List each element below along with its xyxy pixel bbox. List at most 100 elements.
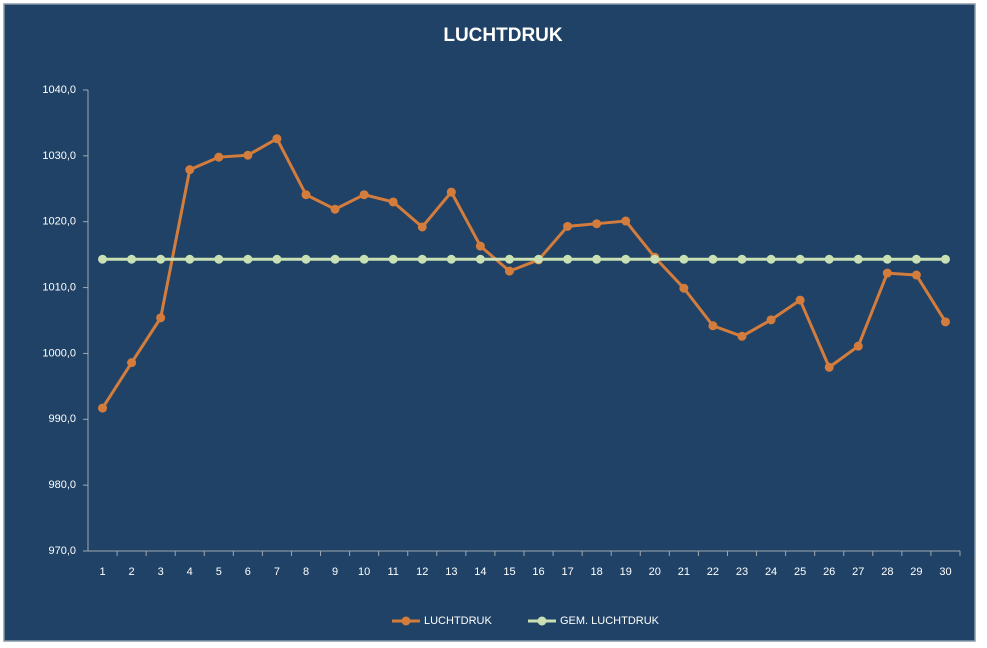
x-tick-label: 13: [445, 566, 457, 578]
series-marker: [388, 197, 398, 207]
x-tick-label: 30: [939, 566, 951, 578]
x-tick-label: 8: [303, 566, 309, 578]
series-marker: [504, 254, 514, 264]
series-marker: [795, 254, 805, 264]
x-tick-label: 27: [852, 566, 864, 578]
x-tick-label: 22: [707, 566, 719, 578]
x-tick-label: 23: [736, 566, 748, 578]
chart-background: [3, 3, 976, 642]
x-tick-label: 21: [678, 566, 690, 578]
series-marker: [882, 268, 892, 278]
series-marker: [98, 254, 108, 264]
x-tick-label: 11: [387, 566, 398, 578]
series-marker: [563, 221, 573, 231]
series-marker: [621, 254, 631, 264]
x-tick-label: 1: [99, 566, 105, 578]
series-marker: [882, 254, 892, 264]
series-marker: [272, 134, 282, 144]
y-tick-label: 970,0: [48, 545, 76, 557]
series-marker: [417, 222, 427, 232]
x-tick-label: 17: [561, 566, 573, 578]
x-tick-label: 6: [245, 566, 251, 578]
x-tick-label: 20: [649, 566, 661, 578]
legend-label: LUCHTDRUK: [424, 615, 493, 627]
legend-marker: [537, 616, 547, 626]
series-marker: [330, 254, 340, 264]
y-tick-label: 1030,0: [42, 150, 76, 162]
series-marker: [679, 254, 689, 264]
x-tick-label: 5: [216, 566, 222, 578]
series-marker: [911, 254, 921, 264]
series-line: [101, 136, 947, 409]
series-marker: [98, 403, 108, 413]
series-marker: [185, 165, 195, 175]
series-marker: [272, 254, 282, 264]
series-marker: [417, 254, 427, 264]
series-marker: [940, 317, 950, 327]
series-marker: [446, 187, 456, 197]
series-marker: [940, 254, 950, 264]
y-tick-label: 1020,0: [42, 216, 76, 228]
series-marker: [534, 254, 544, 264]
series-marker: [592, 254, 602, 264]
chart-title: LUCHTDRUK: [443, 25, 563, 46]
x-tick-label: 29: [910, 566, 922, 578]
y-tick-label: 990,0: [48, 413, 76, 425]
series-marker: [214, 254, 224, 264]
series-marker: [708, 254, 718, 264]
series-marker: [563, 254, 573, 264]
series-marker: [359, 254, 369, 264]
x-tick-label: 19: [620, 566, 632, 578]
series-marker: [446, 254, 456, 264]
x-tick-label: 15: [503, 566, 515, 578]
x-tick-label: 18: [591, 566, 603, 578]
series-marker: [766, 315, 776, 325]
series-marker: [214, 152, 224, 162]
series-marker: [824, 362, 834, 372]
legend-label: GEM. LUCHTDRUK: [560, 615, 660, 627]
series-marker: [475, 241, 485, 251]
series-marker: [737, 254, 747, 264]
series-marker: [592, 219, 602, 229]
x-tick-label: 26: [823, 566, 835, 578]
series-marker: [679, 283, 689, 293]
series-marker: [708, 321, 718, 331]
x-tick-label: 12: [416, 566, 428, 578]
series-marker: [621, 216, 631, 226]
series-marker: [853, 254, 863, 264]
series-marker: [475, 254, 485, 264]
series-marker: [301, 254, 311, 264]
x-tick-label: 16: [532, 566, 544, 578]
legend-marker: [401, 616, 411, 626]
series-marker: [156, 254, 166, 264]
x-tick-label: 2: [129, 566, 135, 578]
x-tick-label: 14: [474, 566, 486, 578]
x-tick-label: 9: [332, 566, 338, 578]
y-tick-label: 1040,0: [42, 84, 76, 96]
series-marker: [737, 331, 747, 341]
series-marker: [911, 270, 921, 280]
series-marker: [156, 313, 166, 323]
series-marker: [824, 254, 834, 264]
series-marker: [127, 358, 137, 368]
y-tick-label: 980,0: [48, 479, 76, 491]
x-tick-label: 24: [765, 566, 777, 578]
series-marker: [243, 150, 253, 160]
series-marker: [504, 266, 514, 276]
y-tick-label: 1000,0: [42, 347, 76, 359]
series-marker: [795, 295, 805, 305]
x-tick-label: 25: [794, 566, 806, 578]
series-marker: [243, 254, 253, 264]
series-marker: [330, 204, 340, 214]
x-tick-label: 4: [187, 566, 193, 578]
x-tick-label: 10: [358, 566, 370, 578]
y-tick-label: 1010,0: [42, 281, 76, 293]
series-marker: [127, 254, 137, 264]
series-marker: [650, 254, 660, 264]
series-marker: [388, 254, 398, 264]
series-marker: [185, 254, 195, 264]
series-marker: [766, 254, 776, 264]
x-tick-label: 3: [158, 566, 164, 578]
series-marker: [359, 190, 369, 200]
